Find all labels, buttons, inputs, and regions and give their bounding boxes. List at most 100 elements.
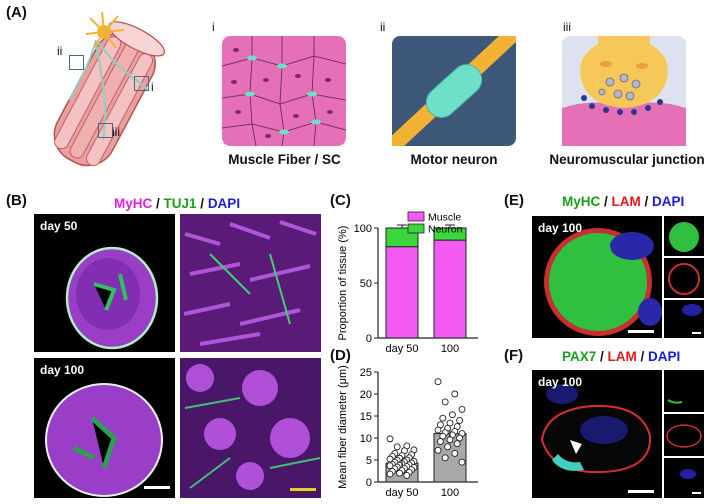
data-point (451, 449, 459, 457)
micrograph-b-day100-zoom (180, 358, 321, 498)
y-tick-label: 100 (354, 223, 372, 235)
panel-label-c: (C) (330, 192, 351, 209)
inset-label-iii: iii (112, 125, 120, 139)
schematic-roman-ii: ii (380, 20, 386, 34)
micrograph-e-green-channel (664, 216, 704, 256)
micrograph-b-day50-zoom (180, 214, 321, 352)
micrograph-e-main: day 100 (532, 216, 662, 338)
stain-separator: / (636, 349, 649, 364)
data-point (434, 378, 442, 386)
data-point (458, 405, 466, 413)
data-point (441, 454, 449, 462)
panel-e-stain-legend: MyHC / LAM / DAPI (562, 194, 684, 209)
stain-separator: / (640, 194, 653, 209)
inset-box-iii (98, 123, 113, 138)
schematic-roman-iii: iii (563, 20, 571, 34)
legend-label: Neuron (428, 224, 463, 236)
day-label-b-top: day 50 (40, 219, 78, 233)
chart-c-proportion-tissue: 0 50 100 Proportion of tissue (%) day 50 100 M… (337, 211, 478, 355)
stain-separator: / (152, 196, 164, 211)
data-point (393, 443, 401, 451)
neuron-cell-icon (85, 11, 125, 49)
bar-muscle (433, 239, 467, 339)
stain-dapi: DAPI (648, 349, 681, 364)
data-point (444, 443, 452, 451)
micrograph-f-green-channel (664, 370, 704, 412)
schematic-caption-iii: Neuromuscular junction (549, 152, 705, 167)
data-point (436, 438, 444, 445)
micrograph-f-main: day 100 (532, 370, 662, 498)
y-axis-label: Mean fiber diameter (μm) (337, 365, 349, 489)
data-point (456, 416, 464, 424)
x-tick-label: day 50 (385, 343, 418, 355)
bar-muscle (385, 246, 419, 339)
data-point (403, 471, 411, 479)
y-tick-label: 20 (360, 389, 372, 401)
legend-swatch (407, 211, 425, 222)
stain-dapi: DAPI (207, 196, 241, 211)
data-point (453, 440, 461, 448)
stain-myhc: MyHC (114, 196, 153, 211)
y-tick-label: 25 (360, 367, 372, 379)
x-tick-label: 100 (441, 343, 459, 355)
day-label-b-bottom: day 100 (40, 363, 85, 377)
micrograph-b-day50-overview: day 50 (34, 214, 175, 352)
micrograph-f-red-channel (664, 414, 704, 456)
y-tick-label: 50 (360, 278, 372, 290)
data-point (456, 434, 464, 442)
legend-swatch (407, 223, 425, 234)
neuromuscular-junction-schematic (562, 36, 686, 146)
day-label-e: day 100 (538, 221, 583, 235)
y-tick-label: 0 (366, 333, 372, 345)
stain-dapi: DAPI (652, 194, 685, 209)
inset-box-ii (69, 55, 84, 70)
panel-f-stain-legend: PAX7 / LAM / DAPI (562, 349, 680, 364)
inset-label-ii: ii (57, 44, 63, 58)
y-tick-label: 10 (360, 433, 372, 445)
panel-label-e: (E) (504, 192, 524, 209)
inset-label-i: i (151, 80, 154, 94)
data-point (458, 458, 466, 466)
stain-tuj1: TUJ1 (163, 196, 197, 211)
x-tick-label: 100 (441, 487, 459, 499)
data-point (434, 446, 442, 454)
micrograph-b-day100-overview: day 100 (34, 358, 175, 498)
motor-neuron-schematic (392, 36, 516, 146)
data-point (448, 411, 456, 419)
legend-label: Muscle (428, 212, 461, 224)
schematic-roman-i: i (212, 20, 215, 34)
stain-separator: / (600, 194, 612, 209)
panel-label-f: (F) (504, 347, 524, 364)
day-label-f: day 100 (538, 375, 583, 389)
muscle-bundle-illustration (53, 21, 166, 167)
stain-myhc: MyHC (562, 194, 601, 209)
x-tick-label: day 50 (385, 487, 418, 499)
panel-label-d: (D) (330, 347, 351, 364)
stain-separator: / (596, 349, 608, 364)
data-point (446, 436, 454, 444)
inset-box-i (134, 76, 149, 91)
stain-lam: LAM (611, 194, 641, 209)
muscle-fiber-schematic (222, 36, 346, 146)
chart-d-fiber-diameter: 0 5 10 15 20 25 Mean fiber diameter (μm) day 50… (337, 365, 478, 499)
schematic-caption-ii: Motor neuron (410, 152, 498, 167)
micrograph-e-red-channel (664, 258, 704, 298)
data-point (451, 390, 459, 398)
data-point (434, 426, 442, 434)
data-point (386, 470, 394, 478)
panel-b-stain-legend: MyHC / TUJ1 / DAPI (114, 196, 240, 211)
data-point (441, 398, 449, 406)
stain-pax7: PAX7 (562, 349, 597, 364)
micrograph-e-blue-channel (664, 300, 704, 338)
data-point (386, 462, 394, 470)
y-axis-label: Proportion of tissue (%) (337, 226, 349, 341)
data-point (439, 414, 447, 422)
stain-lam: LAM (607, 349, 637, 364)
data-point (396, 469, 404, 477)
y-tick-label: 5 (366, 455, 372, 467)
y-tick-label: 15 (360, 411, 372, 423)
schematic-caption-i: Muscle Fiber / SC (228, 152, 341, 167)
panel-label-a: (A) (6, 4, 27, 21)
data-point (386, 435, 394, 443)
stain-separator: / (196, 196, 208, 211)
